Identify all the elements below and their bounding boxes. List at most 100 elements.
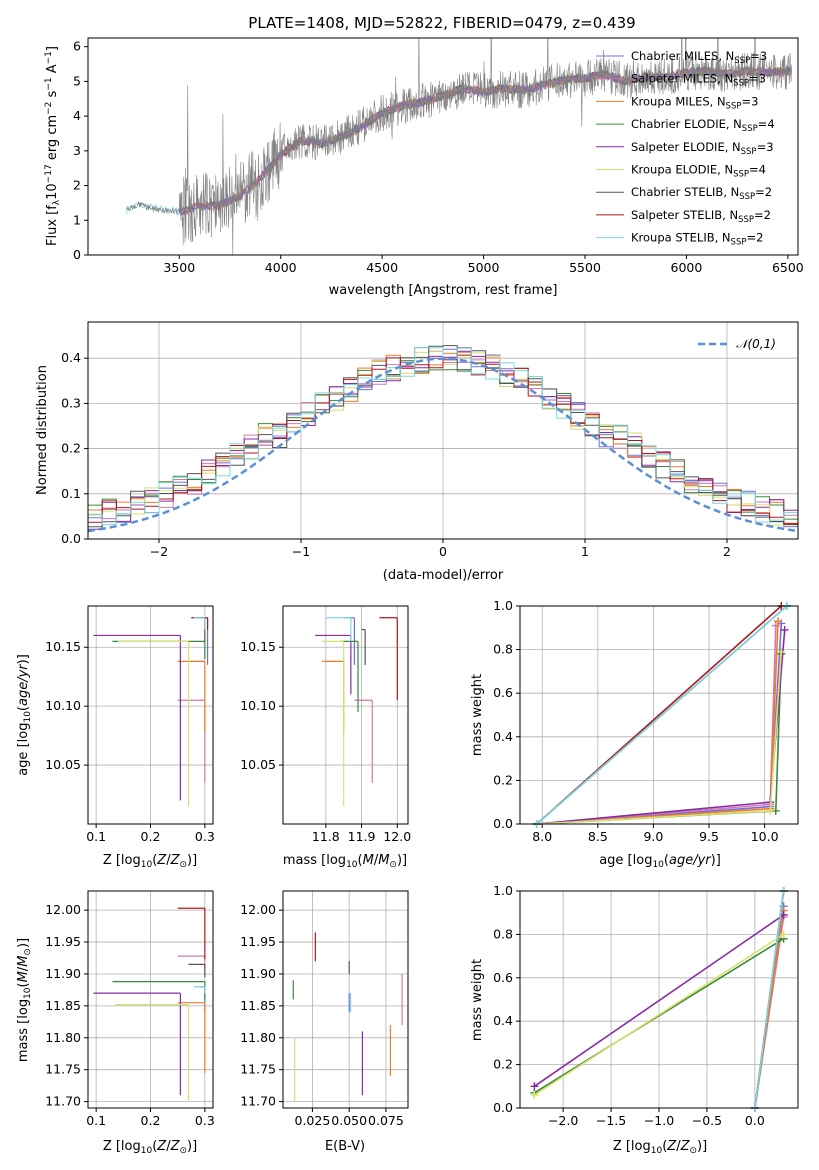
mass-vs-z-xlabel: Z [log10(Z/Z⊙)] — [103, 1139, 197, 1156]
y-tick-label: 0.0 — [61, 531, 81, 546]
weight-line — [533, 933, 785, 1096]
y-tick-label: 11.90 — [240, 966, 276, 981]
x-tick-label: 4000 — [265, 260, 297, 275]
spectrum-panel: 3500 4000 4500 5000 5500 6000 6500 0 1 2 3 4 5 6 wave… — [44, 37, 804, 298]
weight-marker — [766, 806, 775, 815]
weight-line — [536, 605, 788, 825]
y-tick-label: 11.80 — [240, 1030, 276, 1045]
x-tick-label: 0.2 — [141, 829, 161, 844]
y-tick-label: 11.90 — [45, 966, 81, 981]
weight-line — [536, 623, 783, 825]
mass-vs-z-panel: 0.1 0.2 0.3 11.70 11.75 11.80 11.85 11.90 11.95 1… — [16, 890, 215, 1156]
x-tick-label: 11.9 — [348, 829, 376, 844]
age-vs-z-ylabel: age [log10(age/yr)] — [16, 654, 33, 776]
legend-entry: Kroupa STELIB, NSSP=2 — [631, 231, 763, 248]
x-tick-label: 0.0 — [745, 1113, 765, 1128]
x-tick-label: −1 — [292, 544, 310, 559]
y-tick-label: 0.0 — [493, 816, 513, 831]
weight-vs-age-plot: 8.0 8.5 9.0 9.5 10.0 0.0 0.2 0.4 0.6 0.8 1.0 — [493, 598, 798, 844]
y-tick-label: 3 — [73, 143, 81, 158]
legend-entry: Salpeter STELIB, NSSP=2 — [631, 208, 771, 225]
x-tick-label: 8.5 — [588, 829, 608, 844]
figure-title: PLATE=1408, MJD=52822, FIBERID=0479, z=0… — [248, 14, 635, 32]
y-tick-label: 0.8 — [493, 642, 513, 657]
weight-marker — [773, 617, 782, 626]
y-tick-label: 11.80 — [45, 1030, 81, 1045]
y-tick-label: 1.0 — [493, 883, 513, 898]
x-tick-label: −1.5 — [596, 1113, 626, 1128]
weight-line — [754, 890, 785, 1109]
legend-entry: Salpeter ELODIE, NSSP=3 — [631, 140, 774, 157]
x-tick-label: −2.0 — [548, 1113, 578, 1128]
y-tick-label: 0.3 — [61, 395, 81, 410]
mass-vs-z-plot: 0.1 0.2 0.3 11.70 11.75 11.80 11.85 11.90 11.95 1… — [45, 891, 215, 1128]
y-tick-label: 0.4 — [493, 729, 513, 744]
y-tick-label: 6 — [73, 39, 81, 54]
data-spectrum-line — [126, 38, 792, 255]
x-tick-label: 0.2 — [141, 1113, 161, 1128]
legend-entry: Kroupa MILES, NSSP=3 — [631, 94, 758, 111]
weight-marker — [780, 625, 789, 634]
weight-line — [536, 653, 783, 825]
mass-vs-ebv-xlabel: E(B-V) — [325, 1139, 365, 1154]
weight-line — [536, 629, 786, 825]
weight-marker — [530, 1082, 539, 1091]
y-tick-label: 0.2 — [493, 772, 513, 787]
spectrum-ylabel: Flux [fλ10−17 erg cm−2 s−1 A−1] — [44, 46, 62, 246]
x-tick-label: 4500 — [366, 260, 398, 275]
weight-line — [536, 625, 777, 825]
weight-vs-z-plot: −2.0 −1.5 −1.0 −0.5 0.0 0.0 0.2 0.4 0.6 0.8 1.0 — [493, 883, 798, 1128]
x-tick-label: 0.3 — [195, 1113, 215, 1128]
x-tick-label: 0.075 — [368, 1113, 404, 1128]
x-tick-label: 0.025 — [295, 1113, 331, 1128]
weight-vs-z-panel: −2.0 −1.5 −1.0 −0.5 0.0 0.0 0.2 0.4 0.6 0.8 1.0 Z … — [470, 883, 799, 1156]
grid — [283, 606, 408, 824]
mass-vs-ebv-panel: 0.025 0.050 0.075 11.70 11.75 11.80 11.85 11.90… — [240, 890, 409, 1154]
y-tick-label: 10.10 — [45, 698, 81, 713]
x-tick-label: 9.0 — [643, 829, 663, 844]
residual-xlabel: (data-model)/error — [383, 568, 504, 583]
y-tick-label: 0.8 — [493, 926, 513, 941]
x-tick-label: 0 — [439, 544, 447, 559]
mass-vs-ebv-plot: 0.025 0.050 0.075 11.70 11.75 11.80 11.85 11.90… — [240, 891, 408, 1128]
weight-marker — [777, 647, 786, 656]
weight-vs-z-xlabel: Z [log10(Z/Z⊙)] — [613, 1139, 707, 1156]
y-tick-label: 0 — [73, 247, 81, 262]
weight-vs-age-ylabel: mass weight — [470, 674, 485, 756]
y-tick-label: 2 — [73, 178, 81, 193]
x-tick-label: 0.050 — [331, 1113, 367, 1128]
y-tick-label: 12.00 — [45, 902, 81, 917]
legend-entry: Chabrier ELODIE, NSSP=4 — [631, 117, 775, 134]
x-tick-label: 6500 — [772, 260, 804, 275]
x-tick-label: 10.0 — [751, 829, 779, 844]
legend-entry: Chabrier STELIB, NSSP=2 — [631, 185, 772, 202]
residual-histogram — [88, 347, 798, 539]
y-tick-label: 11.95 — [45, 934, 81, 949]
x-tick-label: 0.1 — [86, 1113, 106, 1128]
spectrum-legend: Chabrier MILES, NSSP=3 Salpeter MILES, NS… — [596, 49, 775, 248]
residual-ylabel: Normed distribution — [35, 365, 50, 495]
y-tick-label: 1 — [73, 212, 81, 227]
legend-entry: Kroupa ELODIE, NSSP=4 — [631, 163, 766, 180]
x-tick-label: −0.5 — [692, 1113, 722, 1128]
legend-entry: Chabrier MILES, NSSP=3 — [631, 49, 767, 66]
x-tick-label: 5000 — [468, 260, 500, 275]
weight-line — [533, 914, 785, 1087]
age-vs-mass-plot: 11.8 11.9 12.0 10.05 10.10 10.15 — [240, 606, 411, 844]
y-tick-label: 11.70 — [45, 1094, 81, 1109]
y-tick-label: 0.2 — [493, 1057, 513, 1072]
y-tick-label: 0.6 — [493, 970, 513, 985]
x-tick-label: 11.8 — [312, 829, 340, 844]
age-vs-z-plot: 0.1 0.2 0.3 10.05 10.10 10.15 — [45, 606, 215, 844]
y-tick-label: 0.6 — [493, 685, 513, 700]
y-tick-label: 10.15 — [45, 639, 81, 654]
x-tick-label: 2 — [723, 544, 731, 559]
age-vs-z-panel: 0.1 0.2 0.3 10.05 10.10 10.15 Z [log10(Z/Z⊙)]… — [16, 605, 215, 870]
weight-line — [533, 938, 785, 1094]
x-tick-label: 1 — [581, 544, 589, 559]
y-tick-label: 0.0 — [493, 1100, 513, 1115]
y-tick-label: 11.70 — [240, 1094, 276, 1109]
weight-line — [536, 651, 783, 825]
weight-vs-age-xlabel: age [log10(age/yr)] — [599, 853, 721, 870]
